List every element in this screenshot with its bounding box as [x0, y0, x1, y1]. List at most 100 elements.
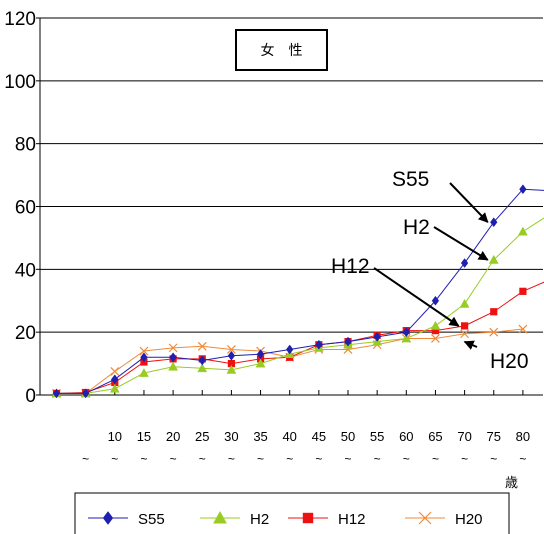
- data-point: [430, 320, 441, 330]
- data-point: [459, 298, 470, 308]
- data-point: [519, 184, 527, 195]
- data-point: [431, 326, 440, 335]
- legend-label: H20: [455, 511, 483, 528]
- x-tick-range-mark: ~: [286, 452, 293, 466]
- data-point: [256, 349, 265, 360]
- data-point: [168, 361, 179, 371]
- y-axis-ticks: 0 20 40 60 80 100 120: [4, 9, 40, 407]
- data-point: [109, 383, 120, 393]
- x-axis-unit: 歳: [505, 476, 518, 491]
- data-point: [197, 341, 207, 351]
- x-tick-range-mark: ~: [140, 452, 147, 466]
- legend-swatch-marker: [102, 511, 114, 525]
- x-tick-range-mark: ~: [257, 452, 264, 466]
- annotation-h20: H20: [463, 340, 529, 373]
- legend-item-h12: H12: [288, 511, 366, 528]
- x-tick-range-mark: ~: [170, 452, 177, 466]
- x-tick-range-mark: ~: [403, 452, 410, 466]
- data-point: [490, 217, 498, 228]
- data-point: [168, 343, 178, 353]
- y-tick-label: 80: [15, 135, 36, 156]
- annotation-arrow: [373, 267, 460, 327]
- x-tick-range-mark: ~: [344, 452, 351, 466]
- series-h20: [52, 324, 528, 398]
- series-h12: [52, 281, 544, 398]
- x-tick-label: 20: [166, 429, 180, 444]
- series-line: [56, 188, 544, 394]
- data-point: [460, 329, 470, 339]
- x-tick-label: 15: [137, 429, 151, 444]
- legend-item-h2: H2: [200, 510, 269, 528]
- data-point: [139, 367, 149, 377]
- x-tick-range-mark: ~: [228, 452, 235, 466]
- series-group: [51, 184, 544, 399]
- series-s55: [52, 184, 544, 399]
- legend: S55 H2 H12 H20: [74, 492, 510, 534]
- chart-title-box: 女 性: [235, 29, 328, 71]
- data-point: [111, 374, 119, 385]
- legend-frame: [74, 492, 510, 534]
- data-point: [401, 333, 412, 343]
- annotation-label: H20: [490, 350, 529, 373]
- y-tick-label: 120: [4, 9, 36, 30]
- data-point: [139, 346, 149, 356]
- data-point: [226, 345, 236, 354]
- legend-item-h20: H20: [405, 511, 483, 528]
- x-tick-label: 10: [108, 429, 122, 444]
- x-tick-label: 65: [428, 429, 442, 444]
- x-tick-label: 80: [516, 429, 530, 444]
- x-tick-range-mark: ~: [82, 452, 89, 466]
- data-point: [110, 367, 120, 376]
- y-tick-label: 40: [15, 260, 36, 281]
- legend-label: H2: [250, 511, 269, 528]
- series-line: [56, 217, 544, 394]
- annotation-s55: S55: [392, 168, 489, 223]
- data-point: [81, 388, 90, 399]
- data-point: [227, 350, 236, 361]
- data-point: [226, 364, 237, 374]
- y-tick-label: 20: [15, 323, 36, 344]
- x-tick-label: 70: [457, 429, 471, 444]
- data-point: [315, 339, 323, 350]
- series-line: [56, 281, 544, 394]
- annotation-arrow: [449, 182, 489, 223]
- annotation-label: H12: [331, 255, 370, 278]
- data-point: [461, 322, 469, 330]
- annotations: S55 H2 H12 H20: [331, 168, 529, 373]
- x-tick-label: 40: [282, 429, 296, 444]
- x-tick-label: 60: [399, 429, 413, 444]
- x-tick-label: 25: [195, 429, 209, 444]
- x-tick-range-mark: ~: [490, 452, 497, 466]
- data-point: [431, 334, 440, 343]
- data-point: [517, 226, 528, 236]
- data-point: [255, 358, 266, 368]
- x-tick-range-mark: ~: [461, 452, 468, 466]
- y-tick-label: 100: [4, 72, 36, 93]
- annotation-label: S55: [392, 168, 429, 191]
- data-point: [373, 331, 381, 342]
- x-tick-label: 55: [370, 429, 384, 444]
- chart-title: 女 性: [261, 42, 303, 59]
- series-line: [56, 328, 523, 394]
- title-box-frame: [235, 29, 328, 71]
- data-point: [227, 359, 235, 368]
- data-point: [518, 324, 528, 334]
- data-point: [460, 258, 469, 268]
- annotation-h12: H12: [331, 255, 460, 327]
- data-point: [197, 363, 208, 373]
- data-point: [140, 352, 148, 363]
- y-tick-label: 60: [15, 198, 36, 219]
- grid-lines: [40, 17, 543, 333]
- y-tick-label: 0: [25, 386, 36, 407]
- data-point: [52, 388, 61, 399]
- data-point: [169, 352, 177, 363]
- annotation-label: H2: [403, 216, 430, 239]
- data-point: [431, 295, 440, 306]
- legend-item-s55: S55: [88, 511, 165, 528]
- legend-swatch-marker: [213, 510, 227, 524]
- annotation-arrow: [433, 226, 489, 261]
- series-h2: [51, 217, 544, 398]
- data-point: [490, 308, 498, 316]
- data-point: [488, 254, 499, 264]
